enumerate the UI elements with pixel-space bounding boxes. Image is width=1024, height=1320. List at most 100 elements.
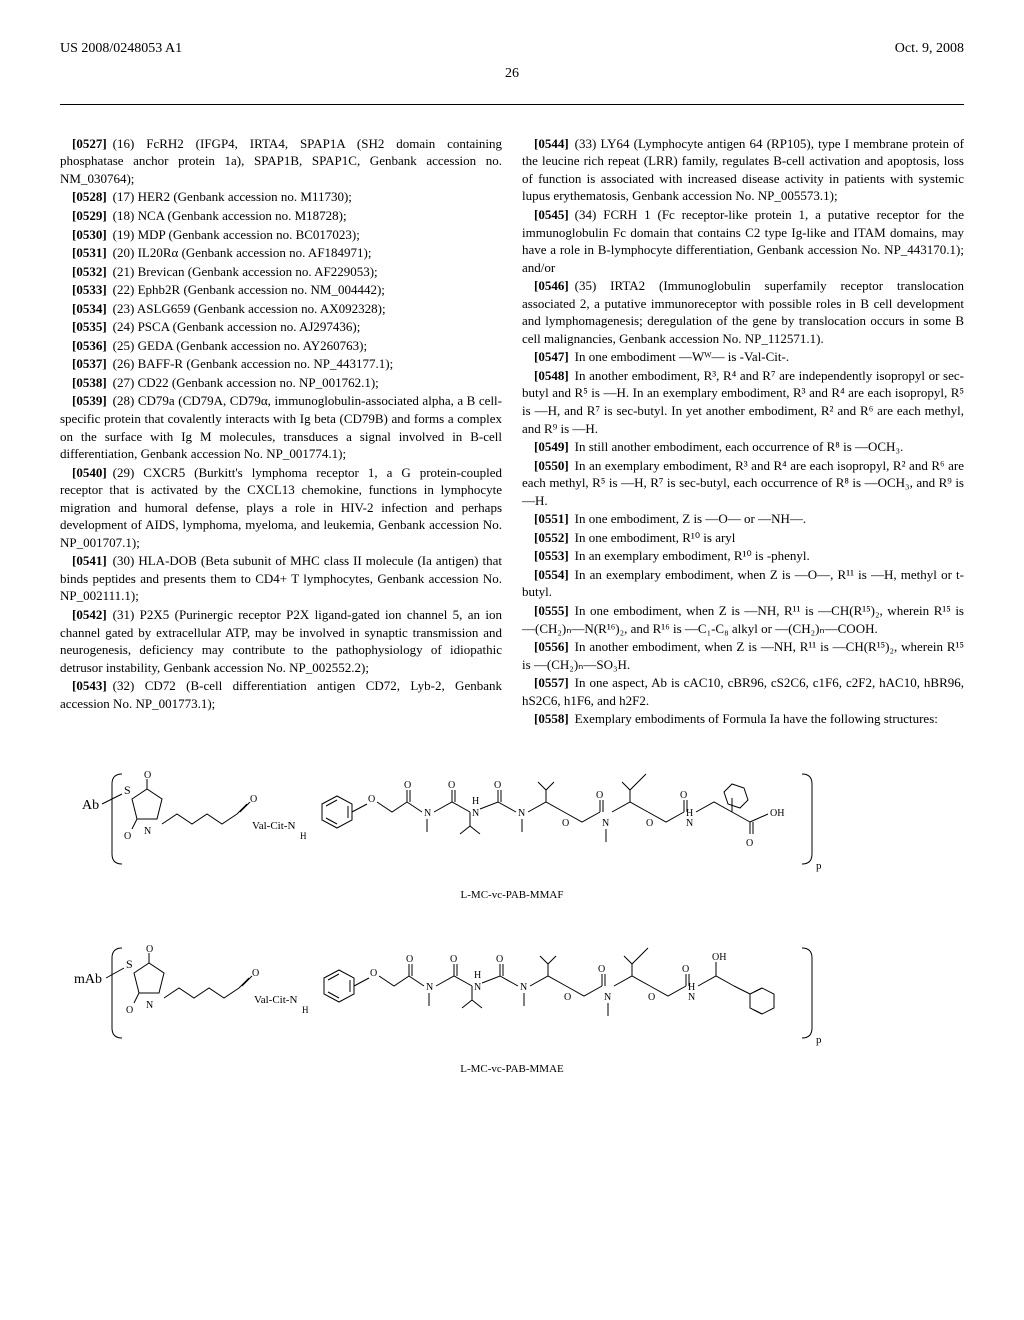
svg-text:O: O [648, 992, 655, 1003]
chemical-structures: Ab S N O O O Val-Cit-N H [60, 754, 964, 1077]
para: [0554]In an exemplary embodiment, when Z… [522, 566, 964, 601]
para-text: Exemplary embodiments of Formula Ia have… [575, 711, 938, 726]
para-num: [0545] [534, 207, 575, 222]
svg-text:Val-Cit-N: Val-Cit-N [252, 820, 295, 832]
para-num: [0537] [72, 356, 113, 371]
para: [0555]In one embodiment, when Z is —NH, … [522, 602, 964, 637]
svg-text:OH: OH [712, 952, 726, 963]
svg-text:O: O [370, 968, 377, 979]
svg-text:mAb: mAb [74, 972, 102, 987]
para: [0557]In one aspect, Ab is cAC10, cBR96,… [522, 674, 964, 709]
para-num: [0532] [72, 264, 113, 279]
svg-text:H: H [300, 831, 307, 841]
svg-text:O: O [124, 831, 131, 842]
para-num: [0554] [534, 567, 575, 582]
svg-text:H: H [472, 796, 479, 807]
para-num: [0553] [534, 548, 575, 563]
para-text: (34) FCRH 1 (Fc receptor-like protein 1,… [522, 207, 964, 275]
svg-text:S: S [124, 783, 131, 797]
para: [0541](30) HLA-DOB (Beta subunit of MHC … [60, 552, 502, 605]
svg-text:O: O [746, 838, 753, 849]
svg-text:H: H [474, 970, 481, 981]
svg-text:O: O [598, 964, 605, 975]
para-num: [0544] [534, 136, 575, 151]
para: [0545](34) FCRH 1 (Fc receptor-like prot… [522, 206, 964, 276]
right-column: [0544](33) LY64 (Lymphocyte antigen 64 (… [522, 135, 964, 729]
para: [0540](29) CXCR5 (Burkitt's lymphoma rec… [60, 464, 502, 552]
para-text: In one embodiment, R¹⁰ is aryl [575, 530, 736, 545]
para-num: [0538] [72, 375, 113, 390]
para-text: In still another embodiment, each occurr… [575, 439, 904, 454]
para-num: [0557] [534, 675, 575, 690]
para: [0552]In one embodiment, R¹⁰ is aryl [522, 529, 964, 547]
para: [0542](31) P2X5 (Purinergic receptor P2X… [60, 606, 502, 676]
para-text: In one embodiment —Wᵂ— is -Val-Cit-. [575, 349, 789, 364]
para: [0528](17) HER2 (Genbank accession no. M… [60, 188, 502, 206]
para-num: [0533] [72, 282, 113, 297]
para-num: [0551] [534, 511, 575, 526]
para-text: (30) HLA-DOB (Beta subunit of MHC class … [60, 553, 502, 603]
svg-text:N: N [518, 808, 525, 819]
para: [0537](26) BAFF-R (Genbank accession no.… [60, 355, 502, 373]
para: [0544](33) LY64 (Lymphocyte antigen 64 (… [522, 135, 964, 205]
svg-text:N: N [424, 808, 431, 819]
svg-text:O: O [252, 968, 259, 979]
para: [0538](27) CD22 (Genbank accession no. N… [60, 374, 502, 392]
svg-text:N: N [146, 1000, 153, 1011]
svg-text:N: N [472, 808, 479, 819]
para-text: In an exemplary embodiment, when Z is —O… [522, 567, 964, 600]
para-text: In an exemplary embodiment, R³ and R⁴ ar… [522, 458, 964, 508]
svg-text:H: H [302, 1005, 309, 1015]
svg-text:O: O [146, 944, 153, 955]
publication-date: Oct. 9, 2008 [895, 40, 964, 59]
para-num: [0543] [72, 678, 113, 693]
publication-number: US 2008/0248053 A1 [60, 40, 182, 59]
para-num: [0549] [534, 439, 575, 454]
para: [0535](24) PSCA (Genbank accession no. A… [60, 318, 502, 336]
chem-caption: L-MC-vc-PAB-MMAF [60, 888, 964, 903]
svg-text:N: N [686, 818, 693, 829]
para-text: (18) NCA (Genbank accession no. M18728); [113, 208, 347, 223]
svg-text:O: O [494, 780, 501, 791]
para: [0536](25) GEDA (Genbank accession no. A… [60, 337, 502, 355]
para: [0534](23) ASLG659 (Genbank accession no… [60, 300, 502, 318]
svg-text:O: O [564, 992, 571, 1003]
para-text: (19) MDP (Genbank accession no. BC017023… [113, 227, 360, 242]
para-num: [0556] [534, 639, 575, 654]
chem-structure-1: Ab S N O O O Val-Cit-N H [60, 754, 964, 903]
para-num: [0547] [534, 349, 575, 364]
svg-text:O: O [450, 954, 457, 965]
page-number: 26 [60, 65, 964, 84]
chem-caption: L-MC-vc-PAB-MMAE [60, 1062, 964, 1077]
para-text: (32) CD72 (B-cell differentiation antige… [60, 678, 502, 711]
para-num: [0555] [534, 603, 575, 618]
svg-text:OH: OH [770, 808, 784, 819]
para: [0558]Exemplary embodiments of Formula I… [522, 710, 964, 728]
para: [0543](32) CD72 (B-cell differentiation … [60, 677, 502, 712]
chem-structure-svg: mAb S N O O O Val-Cit-N H O [62, 928, 962, 1058]
para-num: [0542] [72, 607, 113, 622]
para-text: (17) HER2 (Genbank accession no. M11730)… [113, 189, 352, 204]
para: [0527](16) FcRH2 (IFGP4, IRTA4, SPAP1A (… [60, 135, 502, 188]
para-num: [0548] [534, 368, 575, 383]
svg-text:S: S [126, 957, 133, 971]
svg-text:O: O [496, 954, 503, 965]
para-text: (21) Brevican (Genbank accession no. AF2… [113, 264, 378, 279]
para-text: In another embodiment, R³, R⁴ and R⁷ are… [522, 368, 964, 436]
svg-text:N: N [604, 992, 611, 1003]
para-text: (26) BAFF-R (Genbank accession no. NP_44… [113, 356, 394, 371]
svg-text:O: O [680, 790, 687, 801]
para: [0533](22) Ephb2R (Genbank accession no.… [60, 281, 502, 299]
para-num: [0550] [534, 458, 575, 473]
para-text: In one embodiment, when Z is —NH, R¹¹ is… [522, 603, 964, 636]
svg-text:O: O [562, 818, 569, 829]
para-text: In one embodiment, Z is —O— or —NH—. [575, 511, 806, 526]
para: [0548]In another embodiment, R³, R⁴ and … [522, 367, 964, 437]
para-text: In one aspect, Ab is cAC10, cBR96, cS2C6… [522, 675, 964, 708]
svg-text:O: O [406, 954, 413, 965]
para-text: (16) FcRH2 (IFGP4, IRTA4, SPAP1A (SH2 do… [60, 136, 502, 186]
svg-text:O: O [646, 818, 653, 829]
para-text: (25) GEDA (Genbank accession no. AY26076… [113, 338, 367, 353]
doc-header: US 2008/0248053 A1 Oct. 9, 2008 [60, 40, 964, 59]
svg-text:O: O [596, 790, 603, 801]
